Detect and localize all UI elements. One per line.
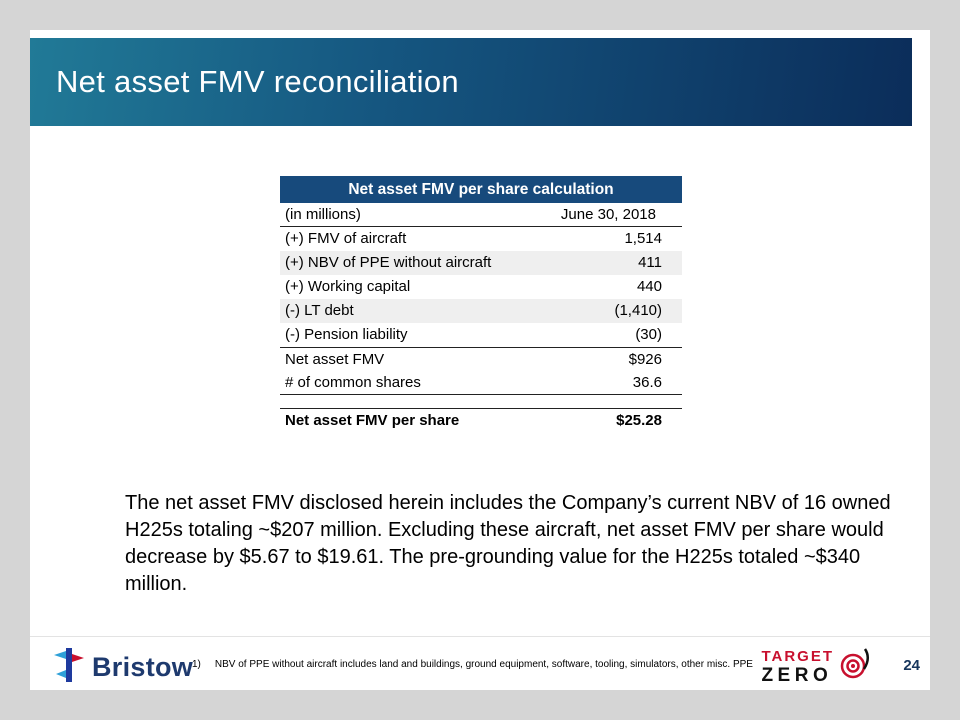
target-zero-wordmark: TARGET ZERO — [761, 649, 834, 685]
table-header-row: (in millions) June 30, 2018 — [280, 203, 682, 227]
row-label: Net asset FMV per share — [285, 412, 460, 429]
footnote: 1) NBV of PPE without aircraft includes … — [192, 659, 753, 670]
table-row: (-) LT debt (1,410) — [280, 299, 682, 323]
table-row-total: Net asset FMV per share $25.28 — [280, 408, 682, 432]
row-value: $25.28 — [616, 412, 662, 429]
row-value: 1,514 — [624, 230, 662, 247]
target-zero-line1: TARGET — [761, 647, 834, 665]
title-bar: Net asset FMV reconciliation — [30, 38, 912, 126]
row-value: (1,410) — [614, 302, 662, 319]
bullseye-icon — [836, 645, 872, 688]
row-label: # of common shares — [285, 374, 421, 391]
bristow-logo: Bristow — [52, 646, 193, 689]
table-row: (+) NBV of PPE without aircraft 411 — [280, 251, 682, 275]
table-row-subtotal: Net asset FMV $926 — [280, 347, 682, 371]
slide-title: Net asset FMV reconciliation — [56, 64, 459, 99]
slide: Net asset FMV reconciliation Net asset F… — [30, 30, 930, 690]
footer: Bristow 1) NBV of PPE without aircraft i… — [30, 636, 930, 690]
row-label: (+) FMV of aircraft — [285, 230, 407, 247]
page-number: 24 — [903, 657, 920, 674]
table-row: (+) FMV of aircraft 1,514 — [280, 227, 682, 251]
row-label: (-) LT debt — [285, 302, 354, 319]
row-label: (+) Working capital — [285, 278, 411, 295]
table-row: # of common shares 36.6 — [280, 371, 682, 395]
bristow-wordmark: Bristow — [92, 652, 194, 682]
table-row: (-) Pension liability (30) — [280, 323, 682, 347]
footnote-text: NBV of PPE without aircraft includes lan… — [214, 659, 753, 670]
table-row: (+) Working capital 440 — [280, 275, 682, 299]
row-value: (30) — [635, 326, 662, 343]
fmv-calculation-table: Net asset FMV per share calculation (in … — [280, 176, 682, 432]
footnote-marker: 1) — [192, 659, 201, 670]
target-zero-logo: TARGET ZERO — [761, 645, 872, 688]
row-label: Net asset FMV — [285, 351, 385, 368]
row-value: 440 — [636, 278, 662, 295]
body-paragraph: The net asset FMV disclosed herein inclu… — [125, 492, 891, 595]
table-date-label: June 30, 2018 — [560, 206, 656, 223]
row-value: 36.6 — [632, 374, 662, 391]
target-zero-line2: ZERO — [761, 664, 833, 686]
table-unit-label: (in millions) — [285, 206, 361, 223]
row-label: (-) Pension liability — [285, 326, 408, 343]
row-value: 411 — [638, 254, 662, 271]
row-value: $926 — [628, 351, 662, 368]
table-title: Net asset FMV per share calculation — [280, 176, 682, 203]
bristow-logo-icon — [52, 646, 86, 689]
row-label: (+) NBV of PPE without aircraft — [285, 254, 492, 271]
